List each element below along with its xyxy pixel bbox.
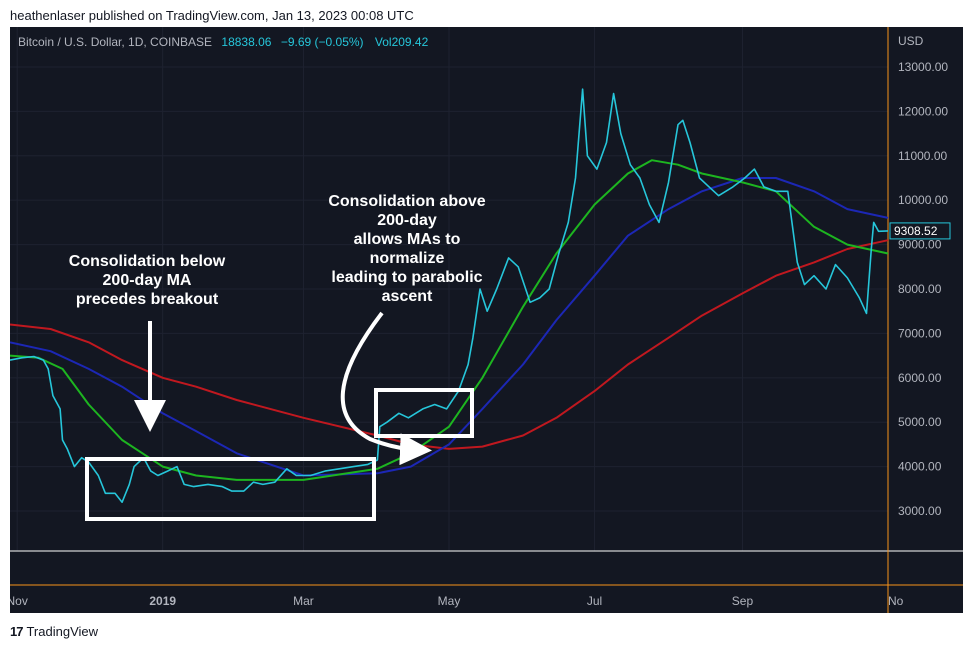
series-line-ma_fast[interactable]: [10, 159, 889, 481]
y-tick-label: 3000.00: [898, 504, 942, 518]
annotation-above-line-1: Consolidation above: [328, 193, 485, 210]
volume-label: Vol: [374, 35, 392, 49]
annotation-below-line-1: Consolidation below: [69, 253, 226, 270]
currency-label: USD: [898, 34, 924, 48]
x-tick-label: Sep: [732, 594, 754, 608]
annotation-below-line-2: 200-day MA: [103, 272, 192, 289]
tradingview-logo[interactable]: 17 TradingView: [10, 624, 98, 639]
y-tick-label: 9000.00: [898, 238, 942, 252]
change-value: −9.69 (−0.05%): [280, 35, 364, 49]
arrow-curved[interactable]: [340, 311, 432, 466]
last-price-label: 9308.52: [894, 224, 938, 238]
annotation-above-line-2: 200-day: [377, 212, 437, 229]
close-value: 18838.06: [221, 35, 272, 49]
y-tick-label: 12000.00: [898, 104, 948, 118]
y-tick-label: 10000.00: [898, 193, 948, 207]
x-tick-label: Nov: [10, 594, 28, 608]
y-tick-label: 6000.00: [898, 371, 942, 385]
annotation-below-line-3: precedes breakout: [76, 291, 219, 308]
annotation-above-line-6: ascent: [382, 288, 433, 305]
y-tick-label: 13000.00: [898, 60, 948, 74]
annotation-above-line-3: allows MAs to: [354, 231, 461, 248]
y-tick-label: 4000.00: [898, 460, 942, 474]
x-tick-label: 2019: [149, 594, 176, 608]
x-tick-label: Jul: [587, 594, 602, 608]
volume-value: 209.42: [391, 35, 429, 49]
y-tick-label: 11000.00: [898, 149, 947, 163]
x-tick-label: Mar: [293, 594, 314, 608]
y-tick-label: 8000.00: [898, 282, 942, 296]
annotation-boxes: [85, 311, 474, 521]
grid: [10, 27, 963, 613]
x-tick-label: May: [438, 594, 461, 608]
last-price-tag: [889, 222, 951, 240]
annotation-above-line-5: leading to parabolic: [331, 269, 482, 286]
published-line: heathenlaser published on TradingView.co…: [10, 8, 414, 23]
price-chart[interactable]: Consolidation below 200-day MA precedes …: [10, 27, 963, 613]
chart-panel[interactable]: Consolidation below 200-day MA precedes …: [10, 27, 963, 613]
x-tick-label: No: [888, 594, 904, 608]
series-line-price[interactable]: [10, 88, 889, 503]
tradingview-mark-icon: 17: [10, 624, 24, 639]
tradingview-brand: TradingView: [26, 624, 99, 639]
y-tick-label: 5000.00: [898, 415, 942, 429]
y-tick-label: 7000.00: [898, 326, 942, 340]
annotation-above-line-4: normalize: [370, 250, 445, 267]
consolidation-box-below[interactable]: [85, 457, 376, 521]
symbol-name: Bitcoin / U.S. Dollar, 1D, COINBASE: [18, 35, 213, 49]
symbol-legend: Bitcoin / U.S. Dollar, 1D, COINBASE 1883…: [18, 35, 428, 49]
